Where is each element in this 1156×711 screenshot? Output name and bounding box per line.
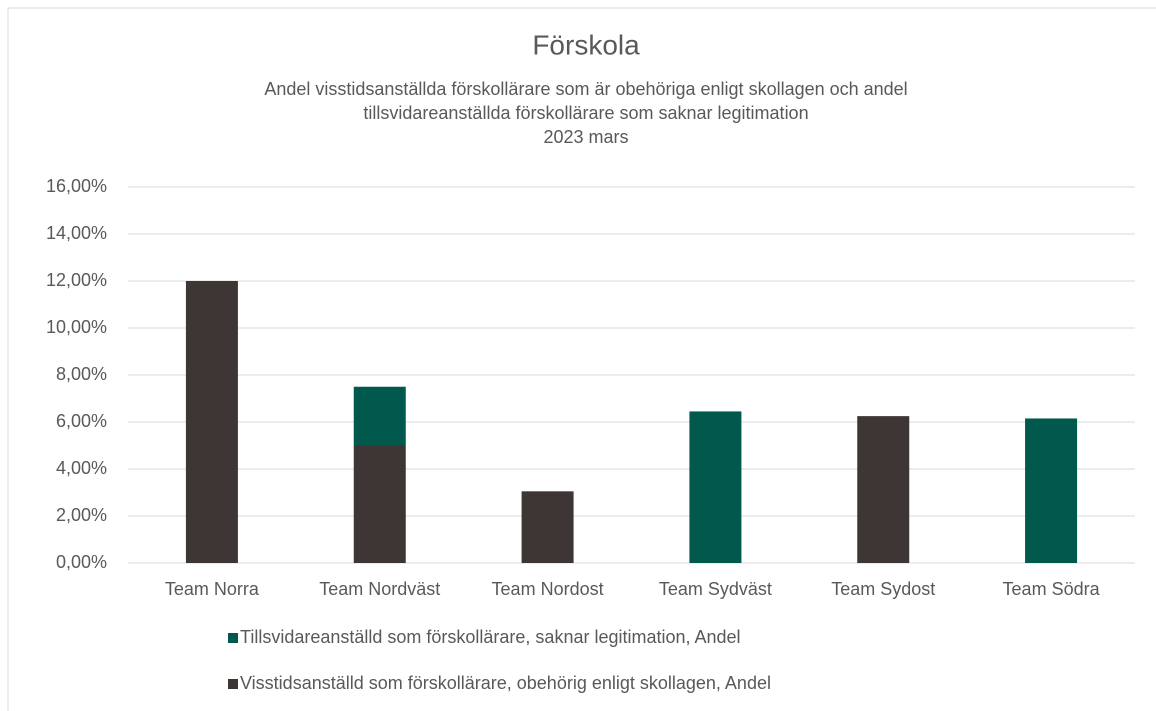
- bar-segment: [353, 445, 406, 563]
- y-tick-label: 12,00%: [46, 270, 107, 290]
- y-tick-label: 0,00%: [56, 552, 107, 572]
- x-tick-label: Team Nordväst: [319, 579, 440, 599]
- x-tick-label: Team Sydväst: [659, 579, 772, 599]
- legend-swatch: [228, 679, 238, 689]
- x-tick-label: Team Norra: [165, 579, 260, 599]
- bar-segment: [857, 416, 910, 563]
- bar-segment: [689, 411, 742, 563]
- chart-subtitle: Andel visstidsanställda förskollärare so…: [264, 79, 907, 99]
- chart-frame: [7, 7, 1156, 711]
- x-tick-label: Team Södra: [1003, 579, 1101, 599]
- y-tick-label: 6,00%: [56, 411, 107, 431]
- y-tick-label: 14,00%: [46, 223, 107, 243]
- legend-swatch: [228, 633, 238, 643]
- chart-subtitle: 2023 mars: [543, 127, 628, 147]
- chart-subtitle: tillsvidareanställda förskollärare som s…: [363, 103, 808, 123]
- bar-segment: [521, 491, 574, 563]
- y-tick-label: 4,00%: [56, 458, 107, 478]
- y-tick-label: 10,00%: [46, 317, 107, 337]
- legend-label: Tillsvidareanställd som förskollärare, s…: [240, 627, 741, 647]
- y-tick-label: 2,00%: [56, 505, 107, 525]
- legend-label: Visstidsanställd som förskollärare, obeh…: [240, 673, 771, 693]
- y-tick-label: 16,00%: [46, 176, 107, 196]
- chart-title: Förskola: [532, 29, 640, 60]
- bar-segment: [353, 386, 406, 446]
- y-tick-label: 8,00%: [56, 364, 107, 384]
- x-tick-label: Team Nordost: [492, 579, 604, 599]
- bar-segment: [185, 281, 238, 563]
- bar-segment: [1025, 418, 1078, 563]
- x-tick-label: Team Sydost: [831, 579, 935, 599]
